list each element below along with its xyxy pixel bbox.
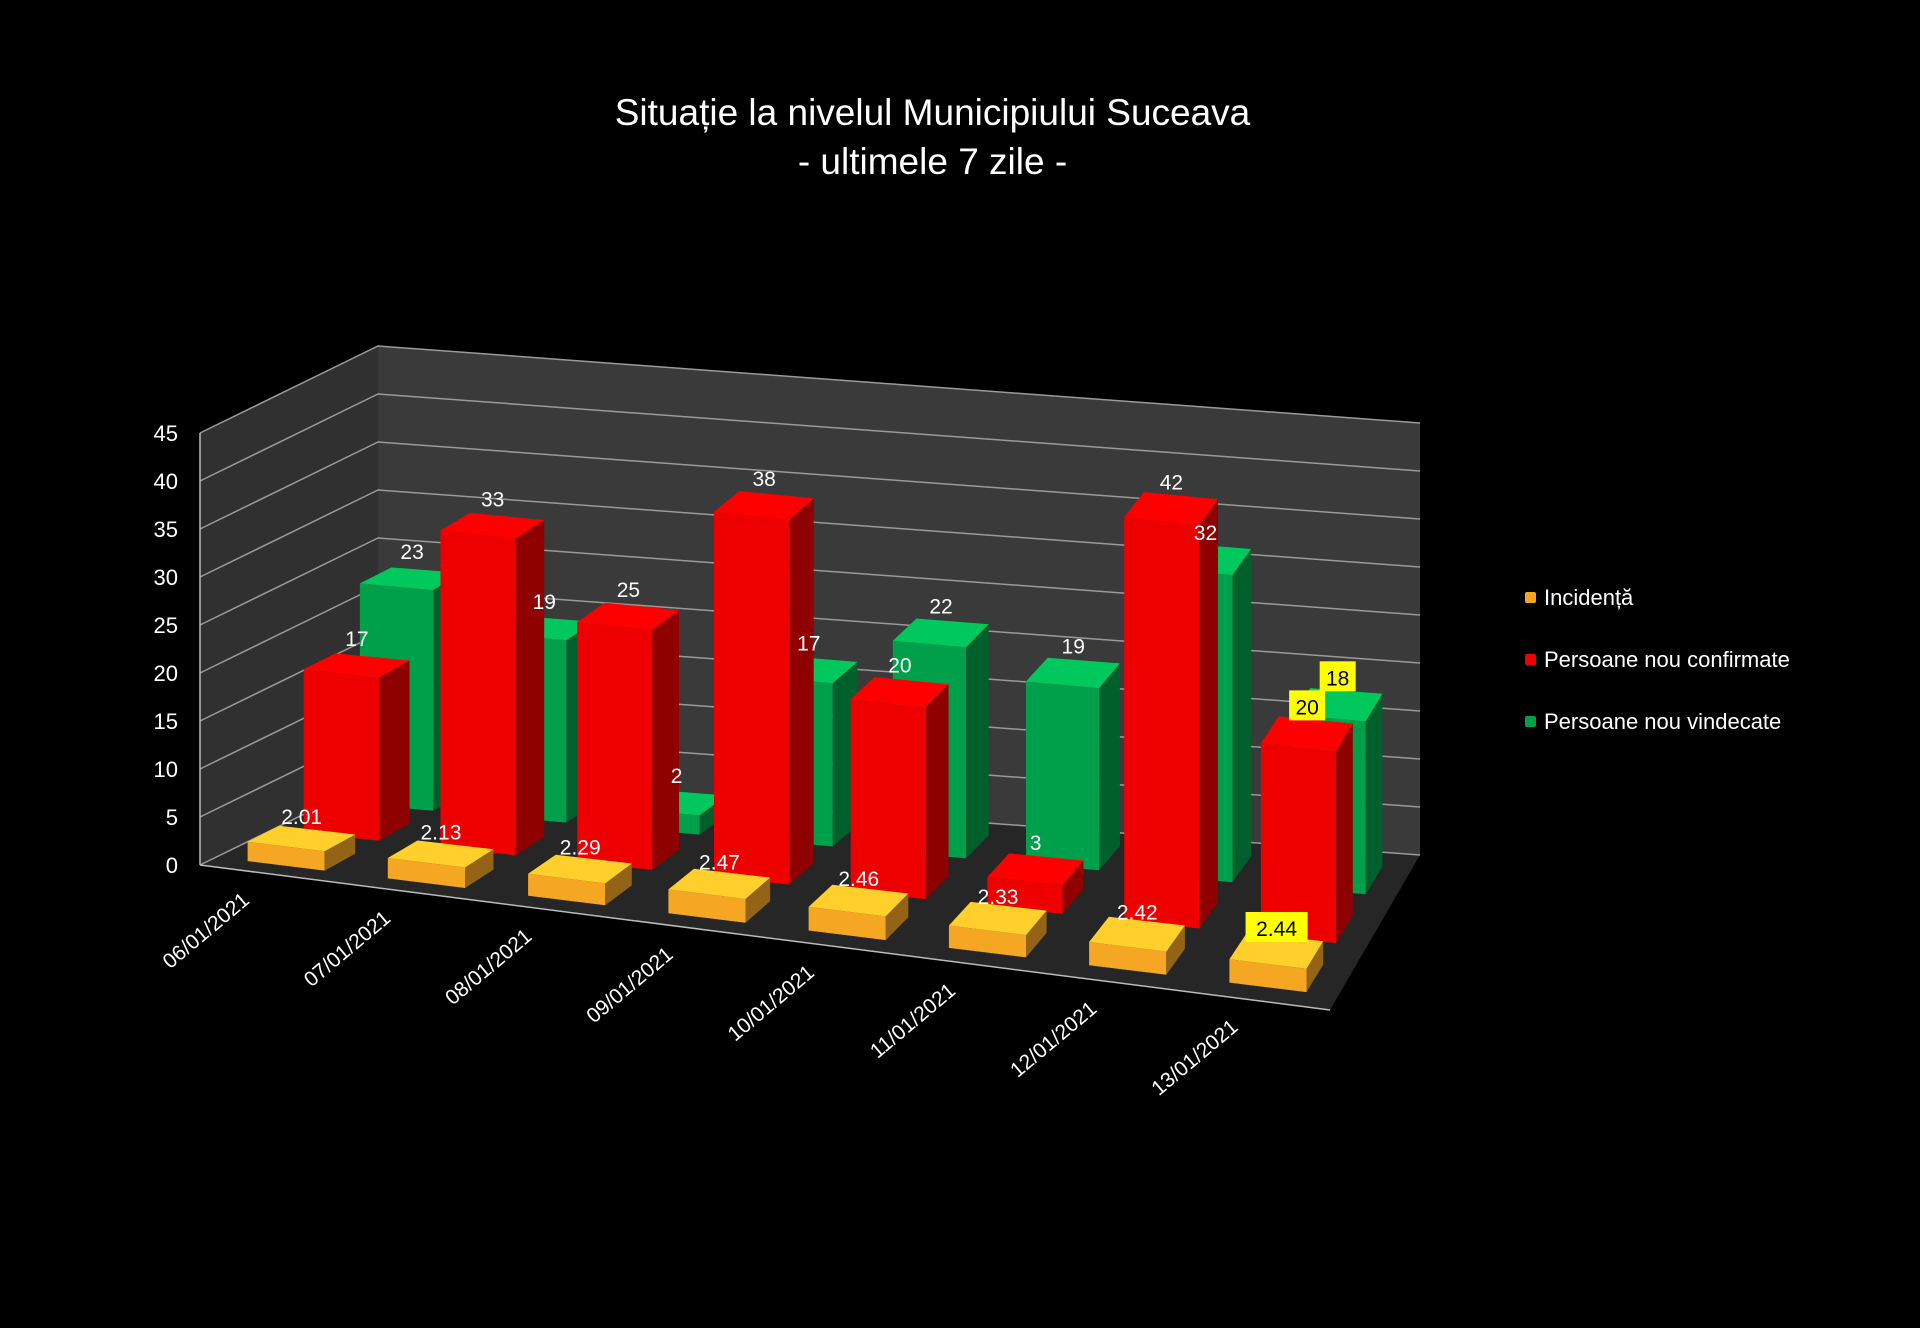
data-label: 17: [345, 628, 368, 651]
data-label: 2.46: [838, 868, 879, 891]
data-label-highlight: [1319, 661, 1356, 692]
y-tick-label: 25: [154, 613, 178, 638]
data-label: 2.13: [421, 821, 462, 844]
y-tick-label: 45: [154, 421, 178, 446]
bar-incidenta: [528, 854, 632, 906]
data-label: 2.29: [560, 836, 601, 859]
chart-subtitle: - ultimele 7 zile -: [797, 141, 1068, 182]
y-tick-label: 30: [154, 565, 178, 590]
x-tick-label: 13/01/2021: [1147, 1015, 1242, 1100]
bar-vindecate: [1026, 657, 1120, 871]
data-label-highlight: [1289, 690, 1326, 721]
legend-swatch: [1525, 654, 1536, 665]
data-label: 38: [752, 468, 775, 491]
x-tick-label: 06/01/2021: [159, 888, 254, 973]
legend-item: Persoane nou vindecate: [1525, 709, 1790, 734]
data-label: 42: [1160, 471, 1183, 494]
bar-incidenta: [668, 868, 771, 923]
bar-incidenta: [1089, 916, 1185, 975]
legend-swatch: [1525, 592, 1536, 603]
data-label-highlight: [1245, 911, 1308, 942]
bar-confirmate: [714, 491, 814, 885]
legend-label: Persoane nou vindecate: [1544, 708, 1782, 734]
legend-item: Persoane nou confirmate: [1525, 647, 1790, 672]
bar-incidenta: [948, 901, 1047, 958]
bar-confirmate: [440, 512, 545, 856]
data-label: 19: [1062, 635, 1085, 658]
bar-confirmate: [1260, 716, 1353, 944]
data-label: 2.47: [699, 851, 740, 874]
bar-confirmate: [1124, 492, 1218, 929]
gridline: [199, 489, 1421, 578]
x-tick-label: 08/01/2021: [441, 925, 536, 1010]
x-tick-label: 12/01/2021: [1006, 997, 1101, 1082]
data-label: 2: [671, 765, 683, 788]
legend-swatch: [1525, 716, 1536, 727]
data-label: 3: [1030, 832, 1042, 855]
x-tick-label: 11/01/2021: [866, 979, 960, 1063]
y-tick-label: 10: [154, 757, 178, 782]
legend-label: Incidență: [1544, 584, 1634, 610]
chart-bars: [247, 491, 1383, 993]
x-axis-line: [199, 864, 1331, 1011]
y-tick-label: 20: [154, 661, 178, 686]
data-label: 23: [400, 541, 423, 564]
bar-confirmate: [303, 653, 410, 841]
data-label: 20: [888, 655, 911, 678]
data-label: 32: [1194, 522, 1217, 545]
data-label: 25: [617, 579, 640, 602]
data-label: 2.44: [1256, 918, 1297, 941]
legend-item: Incidență: [1525, 585, 1790, 610]
data-label: 18: [1326, 667, 1349, 690]
y-tick-label: 15: [154, 709, 178, 734]
data-label: 22: [929, 595, 952, 618]
gridline: [199, 537, 1421, 626]
legend-label: Persoane nou confirmate: [1544, 646, 1790, 672]
gridline: [199, 345, 1421, 434]
chart-title-block: Situație la nivelul Municipiului Suceava…: [0, 88, 1865, 186]
data-label: 17: [797, 632, 820, 655]
chart-title: Situație la nivelul Municipiului Suceava: [614, 92, 1251, 133]
x-tick-label: 07/01/2021: [300, 906, 395, 991]
y-tick-label: 0: [166, 853, 178, 878]
bar-incidenta: [387, 840, 494, 888]
x-tick-label: 09/01/2021: [582, 943, 677, 1028]
y-tick-label: 40: [154, 469, 178, 494]
bar-incidenta: [808, 884, 909, 941]
x-tick-label: 10/01/2021: [724, 961, 819, 1046]
chart-legend: Incidență Persoane nou confirmate Persoane…: [1525, 585, 1790, 771]
gridline: [199, 393, 1421, 482]
bar-confirmate: [577, 602, 679, 870]
gridline: [199, 441, 1421, 530]
bar-incidenta: [247, 825, 356, 871]
data-label: 2.01: [281, 806, 322, 829]
bar-confirmate: [987, 853, 1084, 914]
data-label: 19: [533, 591, 556, 614]
y-tick-label: 35: [154, 517, 178, 542]
data-label: 2.33: [978, 886, 1019, 909]
data-label: 20: [1295, 696, 1318, 719]
data-label: 2.42: [1117, 902, 1158, 925]
bar-confirmate: [850, 677, 949, 900]
y-tick-label: 5: [166, 805, 178, 830]
data-label: 33: [481, 488, 504, 511]
